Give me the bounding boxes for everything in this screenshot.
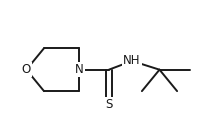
Text: O: O <box>22 63 31 76</box>
Text: NH: NH <box>123 54 141 68</box>
Text: S: S <box>105 98 113 111</box>
Text: N: N <box>75 63 84 76</box>
